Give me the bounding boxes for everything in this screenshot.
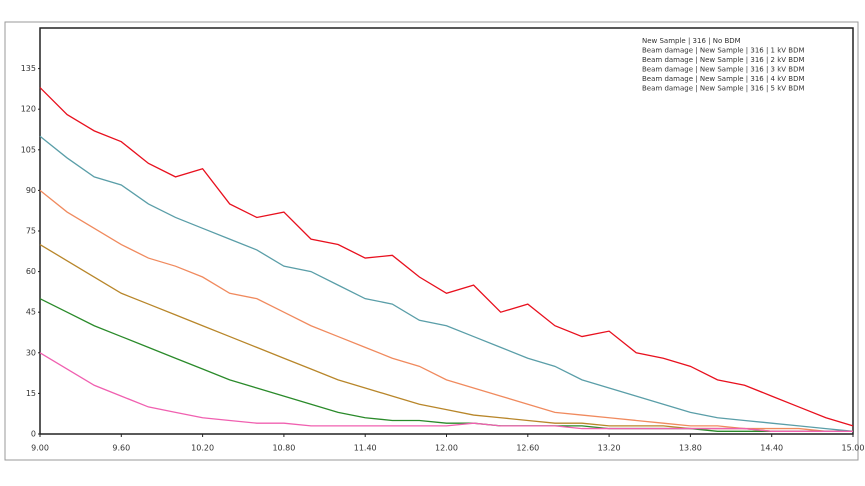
series-line — [39, 298, 853, 432]
series-line — [39, 189, 853, 432]
x-tick-label: 13.20 — [598, 444, 621, 453]
y-tick-label: 120 — [21, 105, 36, 114]
x-tick-label: 12.00 — [435, 444, 458, 453]
legend-entry: Beam damage | New Sample | 316 | 2 kV BD… — [642, 56, 805, 64]
y-tick-label: 90 — [26, 186, 36, 195]
y-tick-label: 30 — [26, 348, 36, 357]
x-tick-label: 9.60 — [112, 444, 130, 453]
x-tick-label: 10.80 — [272, 444, 295, 453]
legend-entry: Beam damage | New Sample | 316 | 1 kV BD… — [642, 47, 805, 55]
x-tick-label: 13.80 — [679, 444, 702, 453]
y-tick-label: 60 — [26, 267, 36, 276]
series-line — [39, 135, 854, 432]
x-tick-label: 15.00 — [842, 444, 865, 453]
x-tick-label: 12.60 — [516, 444, 539, 453]
y-tick-label: 45 — [26, 308, 36, 317]
x-tick-label: 11.40 — [354, 444, 377, 453]
x-tick-label: 9.00 — [31, 444, 49, 453]
series-line — [39, 87, 854, 427]
y-tick-label: 75 — [26, 227, 36, 236]
y-tick-label: 135 — [21, 64, 36, 73]
legend-entry: Beam damage | New Sample | 316 | 5 kV BD… — [642, 85, 805, 93]
x-tick-label: 10.20 — [191, 444, 214, 453]
chart-frame — [4, 21, 859, 461]
x-tick-label: 14.40 — [760, 444, 783, 453]
y-tick-label: 105 — [21, 145, 36, 154]
series-line — [39, 352, 853, 432]
legend-entry: Beam damage | New Sample | 316 | 3 kV BD… — [642, 66, 805, 74]
series-line — [39, 243, 853, 432]
y-tick-label: 15 — [26, 389, 36, 398]
y-tick-label: 0 — [31, 430, 36, 439]
legend-entry: New Sample | 316 | No BDM — [642, 37, 741, 45]
legend-entry: Beam damage | New Sample | 316 | 4 kV BD… — [642, 75, 805, 83]
